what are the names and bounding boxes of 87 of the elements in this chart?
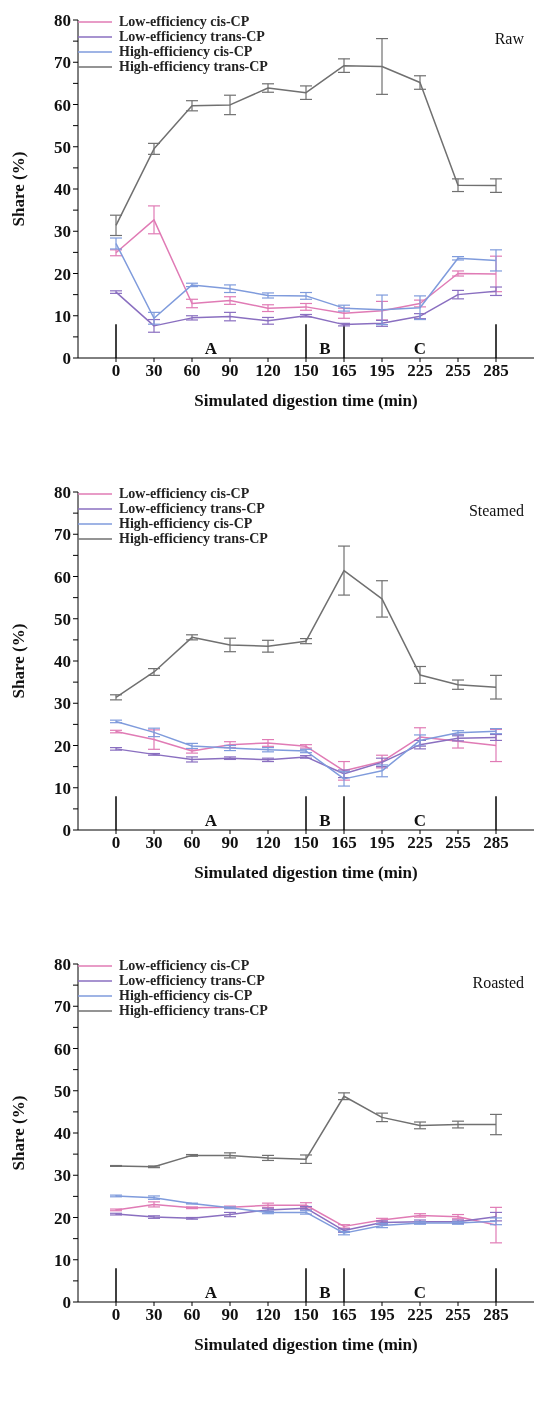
- y-tick-label: 50: [54, 609, 71, 629]
- x-tick-label: 165: [331, 361, 357, 381]
- x-tick-label: 30: [145, 833, 163, 853]
- x-tick-label: 150: [293, 833, 319, 853]
- y-tick-label: 20: [54, 736, 71, 756]
- x-tick-label: 225: [407, 1305, 433, 1325]
- annotation: A: [204, 338, 218, 358]
- x-tick-label: 120: [255, 833, 281, 853]
- x-tick-label: 255: [445, 1305, 471, 1325]
- y-axis-title: Share (%): [9, 623, 29, 699]
- annotation: C: [413, 1282, 427, 1302]
- annotation: C: [413, 338, 427, 358]
- x-tick-label: 90: [221, 1305, 239, 1325]
- y-tick-label: 70: [54, 53, 71, 73]
- annotation: B: [319, 1282, 331, 1302]
- y-tick-label: 70: [54, 997, 71, 1017]
- legend-label: Low-efficiency trans-CP: [119, 29, 265, 44]
- annotation: B: [319, 810, 331, 830]
- x-tick-label: 0: [111, 833, 121, 853]
- y-tick-label: 80: [54, 955, 71, 975]
- legend-label: High-efficiency trans-CP: [119, 531, 268, 546]
- y-tick-label: 10: [54, 1250, 71, 1270]
- y-tick-label: 30: [54, 222, 71, 242]
- x-tick-label: 90: [221, 361, 239, 381]
- y-tick-label: 10: [54, 306, 71, 326]
- legend-label: Low-efficiency cis-CP: [119, 958, 250, 973]
- y-tick-label: 10: [54, 778, 71, 798]
- x-tick-label: 285: [483, 361, 509, 381]
- x-tick-label: 30: [145, 361, 163, 381]
- annotation: C: [413, 810, 427, 830]
- y-tick-label: 60: [54, 567, 71, 587]
- legend-label: High-efficiency cis-CP: [119, 516, 253, 531]
- x-tick-label: 150: [293, 361, 319, 381]
- x-tick-label: 195: [369, 1305, 395, 1325]
- legend-label: Low-efficiency cis-CP: [119, 14, 250, 29]
- legend-label: Low-efficiency trans-CP: [119, 973, 265, 988]
- y-axis-title: Share (%): [9, 151, 29, 227]
- legend-label: High-efficiency trans-CP: [119, 1003, 268, 1018]
- y-tick-label: 40: [54, 180, 71, 200]
- annotation: A: [204, 1282, 218, 1302]
- legend-label: High-efficiency trans-CP: [119, 59, 268, 74]
- x-tick-label: 90: [221, 833, 239, 853]
- x-tick-label: 285: [483, 1305, 509, 1325]
- y-tick-label: 70: [54, 525, 71, 545]
- y-tick-label: 80: [54, 483, 71, 503]
- text: Steamed: [468, 502, 524, 520]
- x-tick-label: 165: [331, 1305, 357, 1325]
- y-tick-label: 50: [54, 137, 71, 157]
- x-tick-label: 120: [255, 1305, 281, 1325]
- x-tick-label: 255: [445, 833, 471, 853]
- y-tick-label: 40: [54, 1124, 71, 1144]
- x-axis-title: Simulated digestion time (min): [194, 863, 418, 882]
- legend-label: High-efficiency cis-CP: [119, 44, 253, 59]
- y-tick-label: 30: [54, 1166, 71, 1186]
- x-tick-label: 195: [369, 833, 395, 853]
- x-tick-label: 0: [111, 361, 121, 381]
- y-axis-title: Share (%): [9, 1095, 29, 1171]
- x-tick-label: 225: [407, 361, 433, 381]
- x-tick-label: 255: [445, 361, 471, 381]
- x-tick-label: 285: [483, 833, 509, 853]
- y-tick-label: 60: [54, 95, 71, 115]
- legend-label: High-efficiency cis-CP: [119, 988, 253, 1003]
- x-tick-label: 30: [145, 1305, 163, 1325]
- x-axis-title: Simulated digestion time (min): [194, 1335, 418, 1354]
- y-tick-label: 20: [54, 264, 71, 284]
- x-tick-label: 60: [183, 1305, 201, 1325]
- x-tick-label: 225: [407, 833, 433, 853]
- x-tick-label: 60: [183, 361, 201, 381]
- legend-label: Low-efficiency cis-CP: [119, 486, 250, 501]
- legend-label: Low-efficiency trans-CP: [119, 501, 265, 516]
- annotation: B: [319, 338, 331, 358]
- annotation: A: [204, 810, 218, 830]
- x-tick-label: 0: [111, 1305, 121, 1325]
- x-tick-label: 120: [255, 361, 281, 381]
- text: Raw: [494, 30, 524, 48]
- x-tick-label: 60: [183, 833, 201, 853]
- y-tick-label: 50: [54, 1081, 71, 1101]
- x-tick-label: 165: [331, 833, 357, 853]
- y-tick-label: 30: [54, 694, 71, 714]
- y-tick-label: 80: [54, 11, 71, 31]
- x-tick-label: 150: [293, 1305, 319, 1325]
- x-axis-title: Simulated digestion time (min): [194, 391, 418, 410]
- y-tick-label: 20: [54, 1208, 71, 1228]
- x-tick-label: 195: [369, 361, 395, 381]
- text: Roasted: [472, 974, 524, 992]
- y-tick-label: 40: [54, 652, 71, 672]
- y-tick-label: 60: [54, 1039, 71, 1059]
